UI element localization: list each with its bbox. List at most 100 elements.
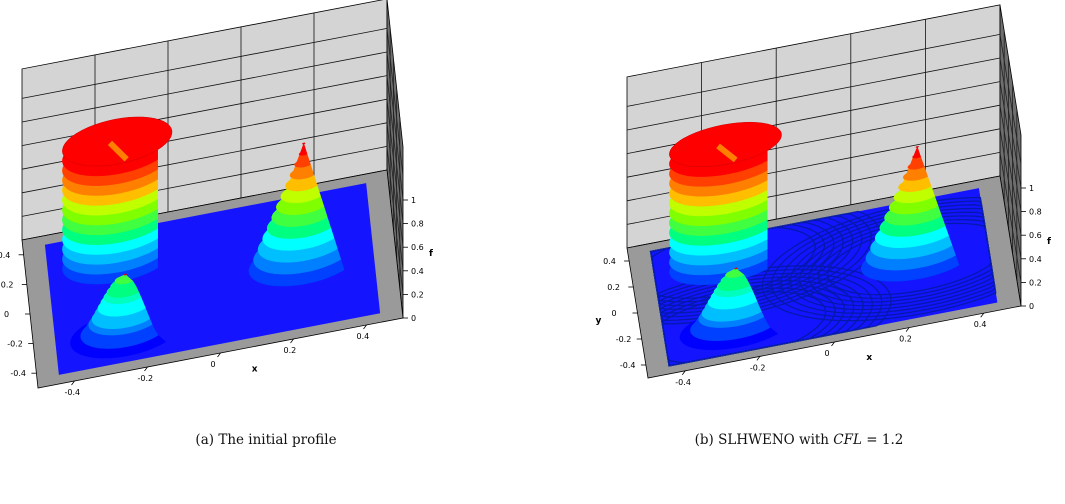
y-tick-label: 0.2 [607,283,620,292]
z-axis-label: f [429,249,433,259]
x-tick-label: 0.2 [284,346,297,355]
x-tick-label: 0.4 [974,320,987,329]
wall-grid-line [386,122,404,271]
top-cap [62,116,173,167]
panel-b: -0.4 -0.2 0 0.2 0.4 0.4 0.2 0 -0.2 -0.4 0 0.2 0.4 0.6… [533,0,1065,504]
slot [716,143,738,163]
ripple-contour [656,265,892,367]
caption-a-prefix: (a) [195,432,215,448]
wall-grid-line [386,51,404,201]
x-tick-label: -0.4 [675,378,691,387]
slotted-cylinder-surface [62,116,173,285]
caption-a-text: The initial profile [218,432,337,448]
z-tick-label: 0.8 [411,220,424,229]
cone-surface [860,146,960,282]
x-tick [217,352,221,358]
x-tick [363,324,367,330]
top-cap [669,121,782,168]
x-tick-label: 0 [211,360,216,369]
x-tick-label: 0.2 [899,335,912,344]
surface-plot-b: -0.4 -0.2 0 0.2 0.4 0.4 0.2 0 -0.2 -0.4 0 0.2 0.4 0.6… [596,4,1052,387]
ripple-contour [771,200,996,318]
x-axis-label: x [866,353,872,363]
caption-b-eq: = 1.2 [861,432,904,448]
y-tick-label: 0 [4,310,9,319]
wall-grid-line [386,75,404,224]
top-cap [123,273,127,276]
z-tick-label: 1 [1029,184,1034,193]
wall-grid-line [999,34,1022,165]
x-tick [756,356,761,361]
z-tick-label: 0.8 [1029,208,1042,217]
z-tick-label: 0.4 [411,267,424,276]
panel-a: -0.4 -0.2 0 0.2 0.4 0.4 0.2 0 -0.2 -0.4 0 0.2 0.4 0.6… [0,0,532,504]
smooth-hump-surface [679,267,779,351]
z-tick-label: 0 [411,314,416,323]
y-tick-label: 0 [612,309,617,318]
wall-grid-line [999,57,1022,189]
contour-band [725,268,745,278]
wall-grid-line [386,99,404,248]
wall-grid-line [626,34,1001,107]
caption-b: (b) SLHWENO with CFL = 1.2 [533,432,1065,448]
x-tick [681,370,686,376]
x-tick-label: -0.2 [138,374,154,383]
y-tick-label: 0.4 [603,257,616,266]
wall-grid-line [21,51,388,123]
x-tick [831,341,835,347]
z-tick-label: 0.2 [411,290,424,299]
y-tick-label: 0.2 [1,280,14,289]
ripple-contour [789,207,995,311]
ripple-contour [827,222,992,296]
contour-band [912,146,922,159]
x-tick-label: 0 [825,349,830,358]
top-cap [302,142,306,145]
top-cap [915,146,919,148]
x-tick-label: -0.2 [750,363,766,372]
ripple-contour [808,215,994,303]
y-tick-label: 0.4 [0,251,10,260]
z-tick-label: 0.2 [1029,278,1042,287]
y-axis-label: y [596,316,602,326]
wall-grid-line [626,57,1001,131]
smooth-hump-surface [70,273,167,359]
y-tick-label: -0.2 [616,335,632,344]
axes: -0.4 -0.2 0 0.2 0.4 0.4 0.2 0 -0.2 -0.4 0 0.2 0.4 0.6… [0,196,433,397]
top-cap [734,267,738,270]
x-tick [980,312,985,318]
z-tick-label: 0.6 [411,243,424,252]
wall-grid-line [999,105,1022,236]
y-tick-label: -0.4 [620,361,636,370]
wall-grid-line [999,81,1022,212]
contour-band [298,142,308,156]
z-tick-label: 0 [1029,302,1034,311]
z-axis-label: f [1047,237,1051,247]
caption-b-text: SLHWENO with [718,432,834,448]
caption-a: (a) The initial profile [0,432,532,448]
axes: -0.4 -0.2 0 0.2 0.4 0.4 0.2 0 -0.2 -0.4 0 0.2 0.4 0.6… [596,184,1052,387]
slot [107,140,129,162]
wall-grid-line [999,152,1022,283]
wall-grid-line [999,128,1022,259]
wall-grid-line [386,28,404,177]
x-tick-label: 0.4 [357,332,370,341]
numerical-ripples [649,197,997,367]
y-tick-label: -0.2 [7,340,23,349]
x-tick [290,338,294,344]
contour-band [114,274,134,285]
wall-grid-line [21,28,388,99]
x-tick [905,327,910,332]
z-tick-label: 0.6 [1029,231,1042,240]
ripple-contour [780,204,996,314]
x-tick [144,366,148,372]
y-tick-label: -0.4 [10,369,26,378]
x-axis-label: x [252,364,258,374]
caption-b-math: CFL [833,432,862,448]
z-tick-label: 1 [411,196,416,205]
x-tick [71,380,75,386]
surface-plot-a: -0.4 -0.2 0 0.2 0.4 0.4 0.2 0 -0.2 -0.4 0 0.2 0.4 0.6… [0,0,433,397]
wall-grid-line [386,146,404,295]
slotted-cylinder-surface [669,121,782,286]
caption-b-prefix: (b) [694,432,714,448]
x-tick-label: -0.4 [65,388,81,397]
